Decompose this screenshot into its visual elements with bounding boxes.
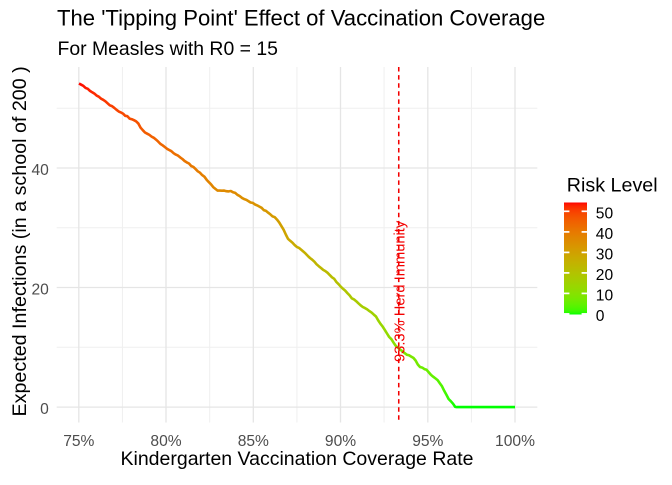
svg-text:93.3% Herd Immunity: 93.3% Herd Immunity: [392, 220, 408, 362]
svg-text:80%: 80%: [150, 433, 181, 450]
svg-text:100%: 100%: [495, 433, 535, 450]
svg-text:90%: 90%: [325, 433, 356, 450]
svg-text:50: 50: [596, 205, 614, 222]
svg-text:0: 0: [40, 401, 49, 418]
svg-text:20: 20: [31, 281, 49, 298]
svg-text:20: 20: [596, 267, 614, 284]
svg-text:30: 30: [596, 246, 614, 263]
svg-text:Risk Level: Risk Level: [567, 175, 658, 197]
svg-text:95%: 95%: [412, 433, 443, 450]
svg-text:The 'Tipping Point' Effect of: The 'Tipping Point' Effect of Vaccinatio…: [57, 6, 545, 31]
svg-text:0: 0: [596, 308, 605, 325]
svg-text:85%: 85%: [238, 433, 269, 450]
svg-text:For Measles with R0 = 15: For Measles with R0 = 15: [58, 38, 278, 60]
svg-text:75%: 75%: [63, 433, 94, 450]
svg-text:Expected Infections (in a scho: Expected Infections (in a school of 200 …: [9, 66, 31, 416]
svg-text:40: 40: [596, 226, 614, 243]
svg-text:Kindergarten Vaccination Cover: Kindergarten Vaccination Coverage Rate: [120, 448, 473, 470]
svg-text:40: 40: [31, 162, 49, 179]
svg-text:10: 10: [596, 287, 614, 304]
